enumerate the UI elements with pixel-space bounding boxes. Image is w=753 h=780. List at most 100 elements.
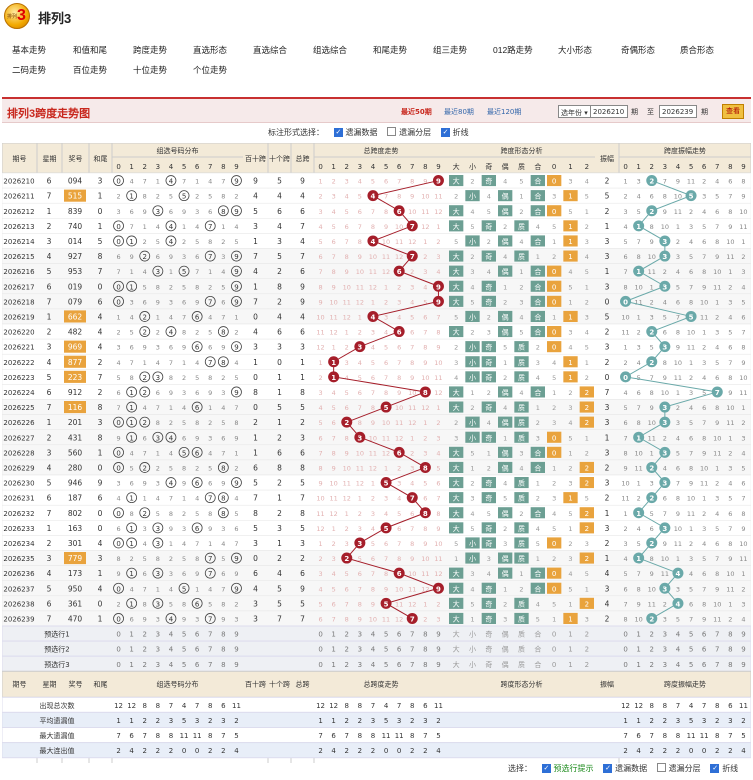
nav-item-9[interactable]: 大小形态 [558, 45, 593, 55]
nav-item-1[interactable]: 和值和尾 [73, 45, 108, 55]
checkbox-footer-layer[interactable] [656, 763, 666, 772]
from-period-input[interactable]: 2026210 [590, 105, 628, 118]
form-mark-label: 合 [534, 237, 541, 246]
form-mark [530, 386, 545, 398]
amp-miss: 7 [623, 268, 627, 276]
amp-miss: 8 [728, 208, 732, 216]
head-amp-4: 4 [676, 163, 681, 171]
form-miss: 1 [470, 615, 474, 623]
grp-num: 3 [156, 374, 160, 382]
grp-num: 1 [129, 434, 133, 442]
footer-header-tail: 和尾 [94, 679, 108, 688]
head-grp-7: 7 [208, 163, 212, 171]
stat-value: 2 [650, 747, 654, 755]
amp-miss: 4 [689, 238, 693, 246]
amp-miss: 1 [741, 238, 745, 246]
predict-cell: 4 [169, 661, 174, 669]
checkbox-predict-hint[interactable] [541, 764, 551, 773]
amp-miss: 8 [715, 238, 719, 246]
trend-miss: 8 [358, 419, 362, 427]
trend-miss: 7 [345, 600, 349, 608]
grp-miss: 7 [130, 359, 134, 367]
predict-cell: 8 [221, 661, 225, 669]
grp-ball [139, 326, 151, 337]
grp-num: 9 [234, 268, 238, 276]
grp-miss: 4 [234, 359, 238, 367]
checkbox-miss-layer[interactable] [387, 127, 397, 136]
stat-value: 0 [384, 747, 388, 755]
form-mark-label: 0 [552, 540, 556, 548]
query-button[interactable]: 查看 [722, 104, 744, 119]
nav-item-15[interactable]: 个位走势 [193, 65, 228, 75]
form-mark [514, 552, 529, 564]
amp-ball [620, 295, 632, 307]
amp-miss: 4 [623, 223, 627, 231]
head-form-3: 偶 [502, 162, 509, 171]
nav-item-8[interactable]: 012路走势 [493, 45, 533, 55]
checkbox-footer-miss[interactable] [603, 764, 613, 773]
form-mark-label: 0 [552, 298, 556, 306]
predict-cell: 8 [728, 646, 732, 654]
trend-miss: 11 [408, 404, 416, 412]
nav-item-0[interactable]: 基本走势 [12, 45, 47, 55]
nav-item-13[interactable]: 百位走势 [73, 65, 108, 75]
amp-miss: 2 [741, 585, 745, 593]
predict-cell: 5 [182, 661, 186, 669]
nav-item-3[interactable]: 直选形态 [193, 45, 228, 55]
checkbox-miss-data[interactable] [333, 128, 343, 137]
nav-item-4[interactable]: 直选综合 [253, 45, 288, 55]
link-recent-80[interactable]: 最近80期 [444, 108, 474, 116]
trend-miss: 6 [423, 313, 427, 321]
grp-miss: 3 [156, 615, 160, 623]
row-sg: 2 [277, 297, 282, 306]
row-tail: 7 [98, 267, 103, 276]
trend-miss: 1 [423, 238, 427, 246]
nav-item-2[interactable]: 跨度走势 [133, 45, 168, 55]
grp-miss: 9 [143, 344, 147, 352]
amp-ball-num: 3 [662, 253, 667, 261]
form-mark [449, 492, 464, 504]
row-bs: 3 [253, 222, 258, 231]
amp-miss: 11 [713, 449, 721, 457]
form-mark [498, 552, 513, 564]
predict-cell: 8 [423, 646, 427, 654]
checkbox-footer-line[interactable] [710, 764, 720, 773]
nav-item-14[interactable]: 十位走势 [133, 65, 168, 75]
form-miss: 1 [585, 585, 589, 593]
stat-label: 平均遗漏值 [40, 716, 75, 725]
trend-miss: 9 [410, 555, 414, 563]
grp-num: 8 [221, 495, 225, 503]
stat-value: 8 [676, 732, 680, 740]
prize-highlight [64, 355, 86, 368]
trend-miss: 2 [318, 193, 322, 201]
stat-value: 2 [234, 717, 238, 725]
amp-miss: 5 [663, 313, 667, 321]
to-period-input[interactable]: 2026239 [659, 105, 697, 118]
form-miss: 2 [552, 555, 556, 563]
grp-ball [165, 613, 177, 624]
nav-item-12[interactable]: 二码走势 [12, 65, 47, 75]
nav-item-5[interactable]: 组选综合 [313, 45, 348, 55]
grp-num: 1 [129, 389, 133, 397]
nav-item-11[interactable]: 质合形态 [680, 45, 715, 55]
amp-ball [659, 477, 671, 489]
stat-value: 8 [345, 702, 349, 710]
grp-ball [126, 431, 138, 443]
form-miss: 5 [519, 178, 523, 186]
row-prize: 912 [68, 388, 83, 397]
amp-miss: 11 [687, 344, 695, 352]
nav-item-7[interactable]: 组三走势 [433, 45, 468, 55]
link-recent-120[interactable]: 最近120期 [487, 108, 522, 116]
checkbox-line[interactable] [440, 128, 450, 137]
link-recent-50[interactable]: 最近50期 [401, 108, 432, 116]
form-miss: 3 [503, 540, 507, 548]
form-mark [498, 386, 513, 398]
trend-miss: 12 [316, 344, 324, 352]
grp-miss: 1 [182, 223, 186, 231]
amp-miss: 8 [728, 374, 732, 382]
row-amp: 7 [605, 388, 610, 397]
nav-item-10[interactable]: 奇偶形态 [621, 45, 656, 55]
trend-miss: 11 [369, 268, 377, 276]
nav-item-6[interactable]: 和尾走势 [373, 45, 408, 55]
row-amp: 2 [605, 463, 610, 472]
